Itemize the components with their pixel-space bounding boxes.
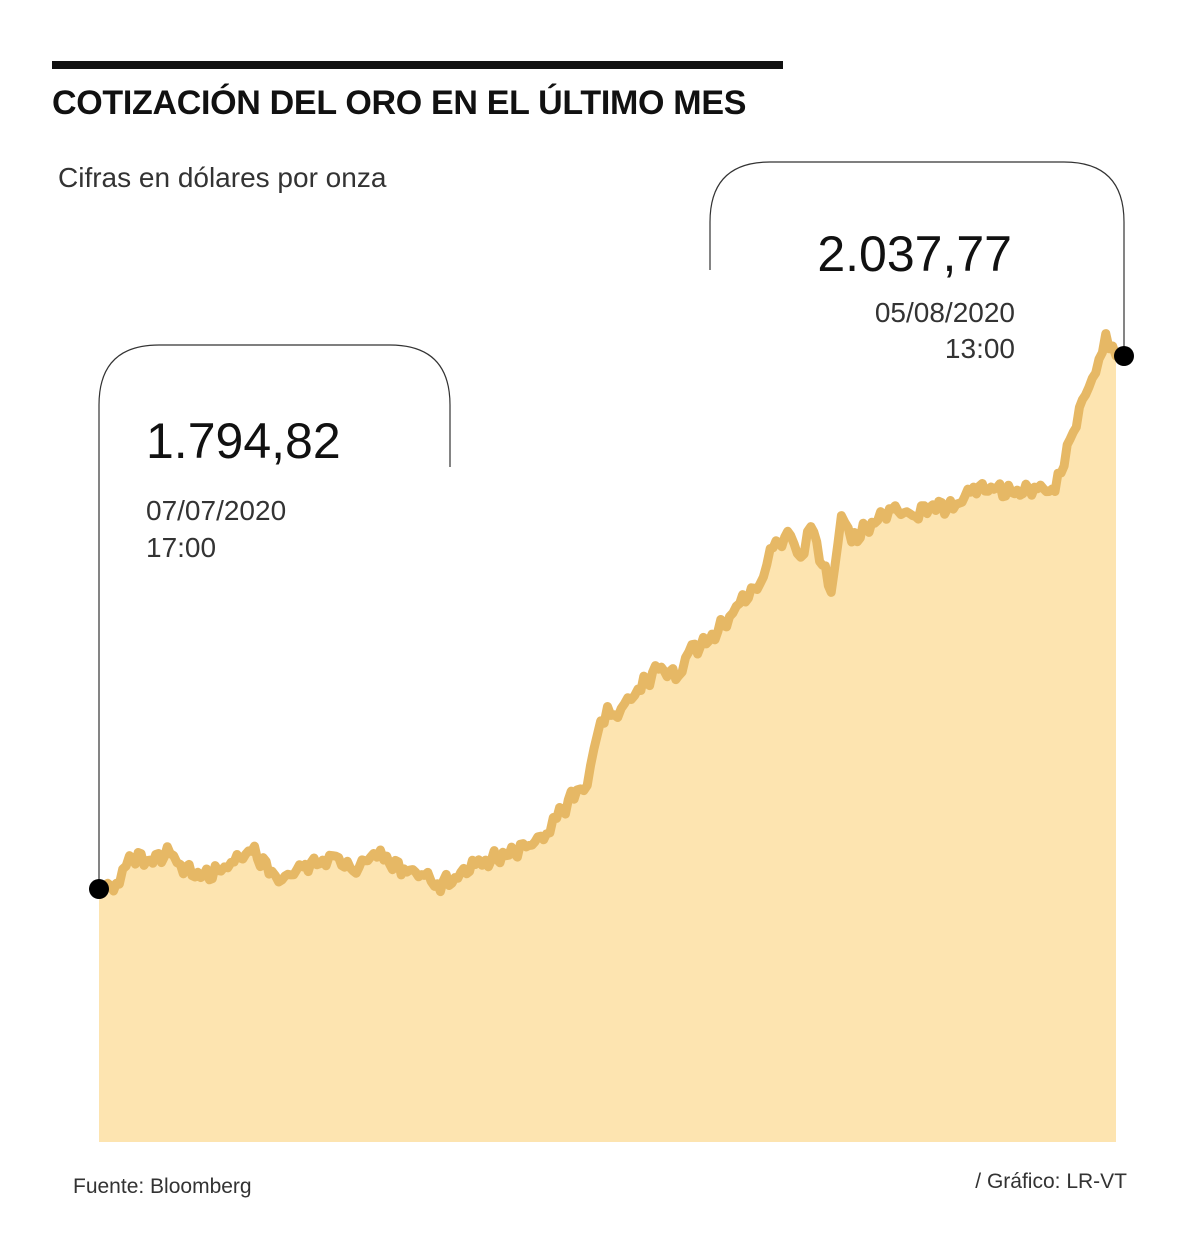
end-annotation-bracket [709, 161, 1125, 356]
end-time-label: 13:00 [945, 333, 1015, 364]
chart-subtitle: Cifras en dólares por onza [58, 162, 387, 193]
title-rule [52, 61, 783, 69]
end-value-label: 2.037,77 [817, 226, 1012, 282]
start-point-marker [89, 879, 109, 899]
source-note: Fuente: Bloomberg [73, 1175, 252, 1198]
start-value-label: 1.794,82 [146, 413, 341, 469]
start-annotation-bracket [98, 344, 451, 889]
end-point-marker [1114, 346, 1134, 366]
start-time-label: 17:00 [146, 532, 216, 563]
price-line [94, 329, 1121, 897]
credit-note: / Gráfico: LR-VT [975, 1170, 1127, 1193]
start-date-label: 07/07/2020 [146, 495, 286, 526]
end-date-label: 05/08/2020 [875, 297, 1015, 328]
chart-title: COTIZACIÓN DEL ORO EN EL ÚLTIMO MES [52, 84, 747, 122]
